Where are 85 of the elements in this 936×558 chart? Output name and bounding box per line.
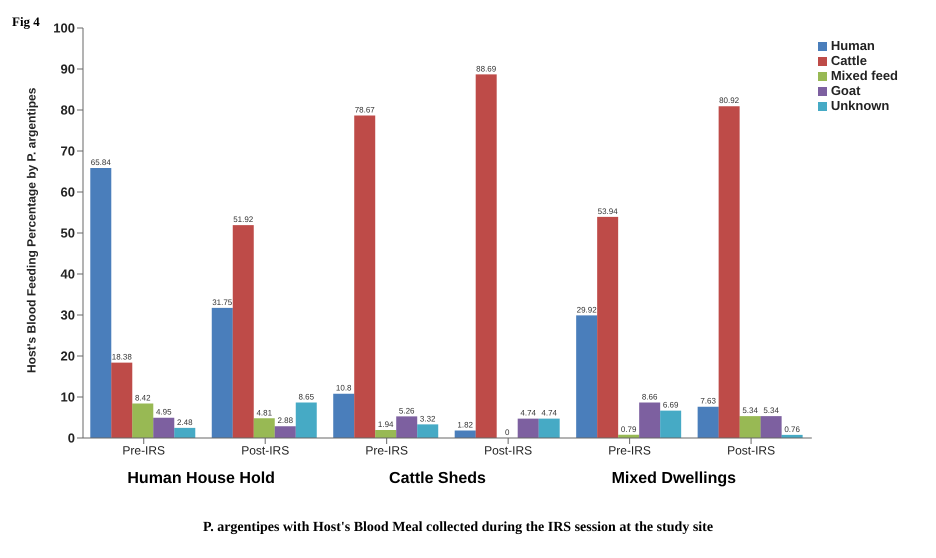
bar [254,418,275,438]
bar [760,416,782,438]
x-tick-label: Post-IRS [727,444,776,458]
y-tick-label: 80 [60,102,75,118]
text: Human House Hold [126,470,276,488]
bar [660,410,682,438]
bar [153,418,174,438]
bar [740,416,761,438]
data-label: 0.76 [784,424,800,434]
x-tick-label: Post-IRS [241,444,290,458]
bar [132,403,154,438]
bar [396,416,418,438]
bar [639,402,660,438]
bar [476,74,497,438]
text: Cattle Sheds [388,470,487,488]
y-tick-label: 70 [60,144,75,159]
data-label: 31.75 [212,298,233,307]
x-tick-label: Pre-IRS [122,444,166,458]
data-label: 8.42 [135,393,152,402]
data-label: 5.34 [763,406,780,416]
data-label: 88.69 [476,64,497,74]
data-label: 78.67 [354,105,376,114]
data-label: 5.34 [742,406,758,416]
y-tick-label: 20 [60,348,75,364]
data-label: 4.81 [256,408,273,418]
legend-label: Mixed feed [830,68,898,83]
data-label: 0.79 [620,424,637,434]
data-label: 7.63 [700,396,716,406]
data-label: 6.69 [662,400,679,410]
data-label: 10.8 [336,384,352,393]
bar [454,430,476,438]
data-label: 65.84 [90,158,112,168]
data-label: 4.95 [156,408,172,417]
x-tick-label: Pre-IRS [608,444,651,458]
data-label: 8.66 [642,392,658,402]
data-label: 51.92 [233,215,254,224]
data-label: 4.74 [520,408,537,418]
y-tick-label: 30 [60,308,75,323]
data-label: 3.32 [420,414,436,424]
bar [597,216,618,438]
bar [698,406,719,438]
bar [90,168,112,438]
legend-label: Unknown [830,98,890,113]
data-label: 5.26 [398,406,416,416]
data-label: 4.74 [541,408,558,418]
legend-label: Human [830,38,875,53]
bar [417,424,438,438]
y-axis-title: Host's Blood Feeding Percentage by P. argentipes [24,87,38,373]
data-label: 29.92 [576,305,598,314]
data-label: 1.82 [457,420,474,430]
bar [296,402,317,438]
bar [718,106,740,438]
data-label: 53.94 [598,206,618,216]
legend-label: Goat [830,83,860,98]
y-tick-label: 50 [60,226,75,241]
bar [333,394,354,438]
bar [232,225,254,438]
data-label: 80.92 [719,96,740,106]
y-tick-label: 60 [60,184,75,200]
x-tick-label: Pre-IRS [365,444,408,458]
text: Mixed Dwellings [610,470,738,488]
legend-label: Cattle [830,53,867,68]
x-tick-label: Post-IRS [484,444,532,458]
y-tick-label: 0 [68,430,75,446]
bar [174,428,196,438]
x-axis-title: P. argentipes with Host's Blood Meal collected during the IRS session at the study site [202,520,714,536]
bar [111,362,132,438]
data-label: 2.88 [277,416,294,426]
chart-title: Fig 4 [12,14,40,30]
data-label: 2.48 [177,418,194,427]
bar [576,315,598,438]
bar [518,418,539,438]
y-tick-label: 100 [53,20,75,36]
data-label: 8.65 [298,392,315,402]
y-tick-label: 90 [60,62,75,77]
bar [212,308,233,438]
y-tick-label: 10 [60,390,75,405]
bar [274,426,296,438]
data-label: 1.94 [378,420,394,430]
data-label: 0 [504,428,510,437]
bar [375,430,396,438]
data-label: 18.38 [112,352,132,362]
bar [354,115,376,438]
y-tick-label: 40 [60,266,75,282]
bar [538,418,560,438]
